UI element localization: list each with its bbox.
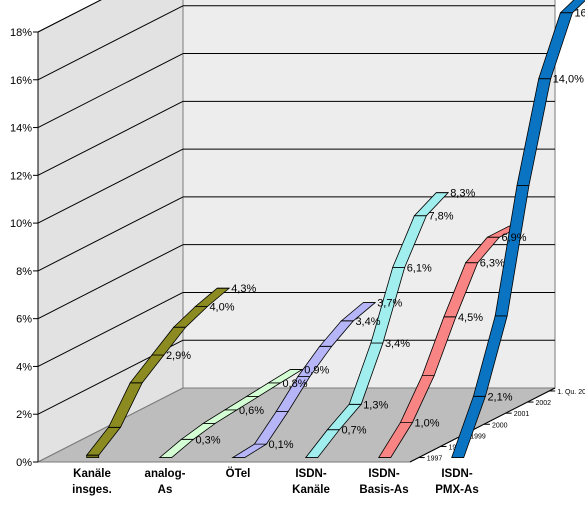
data-label: 3,7% — [377, 298, 402, 310]
category-label: Kanäle insges. — [72, 468, 112, 496]
gridline-side — [37, 5, 184, 81]
data-labels: 2,9% 4,0% 4,3% 0,3% 0,6% 0,8% 0,9% 0,1% 3,4% 3,7%… — [166, 8, 585, 451]
data-label: 16,3% — [574, 8, 585, 20]
data-label: 1,3% — [363, 399, 388, 411]
category-label-line: analog- — [145, 468, 186, 480]
y-tick-label: 4% — [16, 361, 32, 373]
data-label: 6,9% — [501, 232, 526, 244]
side-wall — [37, 0, 184, 463]
depth-tick-label: 1997 — [427, 456, 443, 463]
data-label: 3,4% — [385, 338, 410, 350]
ribbons — [85, 0, 585, 459]
y-tick-label: 6% — [16, 314, 32, 326]
category-label-line: Kanäle — [73, 468, 111, 480]
data-label: 14,0% — [553, 74, 584, 86]
y-tick-label: 16% — [10, 75, 32, 87]
ribbon-series-4 — [304, 192, 450, 459]
ribbon-series-5 — [377, 225, 522, 459]
data-label: 3,4% — [355, 316, 380, 328]
y-tick-label: 8% — [16, 266, 32, 278]
data-label: 7,8% — [428, 211, 453, 223]
category-label: ÖTel — [226, 467, 251, 480]
data-label: 0,6% — [239, 405, 264, 417]
data-label: 6,1% — [407, 262, 432, 274]
depth-tick-label: 2000 — [492, 422, 508, 429]
category-label-line: ISDN- — [368, 468, 399, 480]
gridline-side — [37, 148, 184, 224]
category-label: analog- As — [145, 468, 186, 496]
gridline-side — [37, 291, 184, 367]
y-tick-label: 2% — [16, 409, 32, 421]
category-label-line: ISDN- — [441, 468, 472, 480]
data-label: 2,9% — [166, 350, 191, 362]
data-label: 0,9% — [304, 364, 329, 376]
depth-axis-line — [409, 387, 556, 463]
ribbon-series-1 — [85, 287, 231, 459]
depth-tick-label: 2002 — [535, 400, 551, 407]
category-label-line: As — [158, 484, 173, 496]
data-label: 8,3% — [450, 188, 475, 200]
y-tick-label: 18% — [10, 27, 32, 39]
depth-tick-label: 1999 — [470, 433, 486, 440]
data-label: 0,7% — [341, 425, 366, 437]
ribbon-segment — [559, 0, 585, 14]
category-label-line: ÖTel — [226, 467, 251, 480]
y-tick-label: 14% — [10, 123, 32, 135]
gridline-side — [37, 53, 184, 129]
y-tick-label: 12% — [10, 170, 32, 182]
category-label: ISDN- Kanäle — [292, 468, 330, 496]
data-label: 4,5% — [458, 312, 483, 324]
gridline-side — [37, 244, 184, 320]
ribbon-series-2 — [158, 369, 304, 459]
ribbon-series-6 — [451, 0, 585, 459]
gridline-side — [37, 100, 184, 176]
chart-walls — [37, 0, 556, 463]
depth-tick-label: 2001 — [514, 411, 530, 418]
category-label: ISDN- PMX-As — [435, 468, 478, 496]
data-label: 0,1% — [268, 439, 293, 451]
ribbon-series-3 — [231, 302, 377, 459]
y-axis: 0% 2% 4% 6% 8% 10% 12% 14% 16% 18% — [10, 27, 39, 469]
data-label: 4,3% — [231, 283, 256, 295]
data-label: 4,0% — [209, 302, 234, 314]
data-label: 2,1% — [487, 391, 512, 403]
gridline-side — [37, 0, 102, 33]
gridline-side — [37, 196, 184, 272]
category-label-line: Basis-As — [359, 484, 408, 496]
data-label: 6,3% — [480, 258, 505, 270]
category-label-line: PMX-As — [435, 484, 478, 496]
data-label: 0,3% — [195, 434, 220, 446]
gridlines — [37, 0, 555, 415]
category-label: ISDN- Basis-As — [359, 468, 408, 496]
ribbon-front — [86, 454, 100, 459]
category-label-line: insges. — [72, 484, 112, 496]
data-label: 0,8% — [282, 378, 307, 390]
y-tick-label: 0% — [16, 457, 32, 469]
y-tick-label: 10% — [10, 218, 32, 230]
depth-tick-label: 1. Qu. 2003 — [557, 389, 585, 396]
data-label: 1,0% — [414, 418, 439, 430]
category-label-line: ISDN- — [295, 468, 326, 480]
category-label-line: Kanäle — [292, 484, 330, 496]
